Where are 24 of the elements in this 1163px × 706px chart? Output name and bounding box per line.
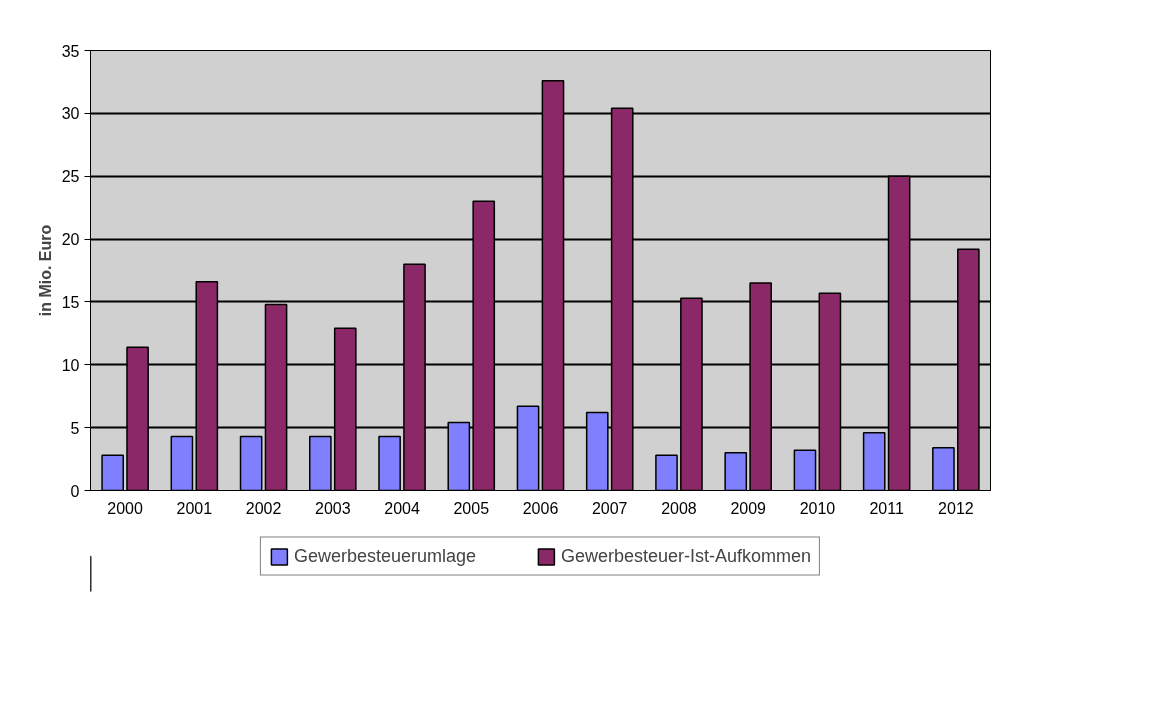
x-tick-label: 2005: [453, 499, 490, 517]
x-tick-label: 2008: [661, 499, 697, 517]
y-tick-label: 25: [61, 168, 80, 186]
x-tick-label: 2007: [591, 499, 628, 517]
x-tick-label: 2002: [245, 499, 282, 517]
x-tick-label: 2009: [730, 499, 767, 517]
y-tick-label: 5: [70, 419, 80, 437]
y-tick-label: 35: [61, 42, 80, 60]
x-tick-label: 2011: [869, 499, 904, 517]
y-axis-title: in Mio. Euro: [36, 224, 54, 317]
x-tick-label: 2010: [799, 499, 836, 517]
x-tick-label: 2012: [938, 499, 974, 517]
legend-label: Gewerbesteuer-Ist-Aufkommen: [561, 545, 812, 567]
y-tick-label: 15: [61, 293, 80, 311]
x-tick-label: 2000: [107, 499, 144, 517]
y-tick-label: 0: [70, 482, 80, 500]
x-tick-label: 2003: [315, 499, 351, 517]
y-tick-label: 10: [61, 356, 80, 374]
legend-label: Gewerbesteuerumlage: [293, 545, 477, 567]
y-tick-label: 20: [61, 231, 80, 249]
x-tick-label: 2001: [176, 499, 213, 517]
y-tick-label: 30: [61, 105, 80, 123]
x-tick-label: 2006: [522, 499, 559, 517]
x-tick-label: 2004: [384, 499, 420, 517]
